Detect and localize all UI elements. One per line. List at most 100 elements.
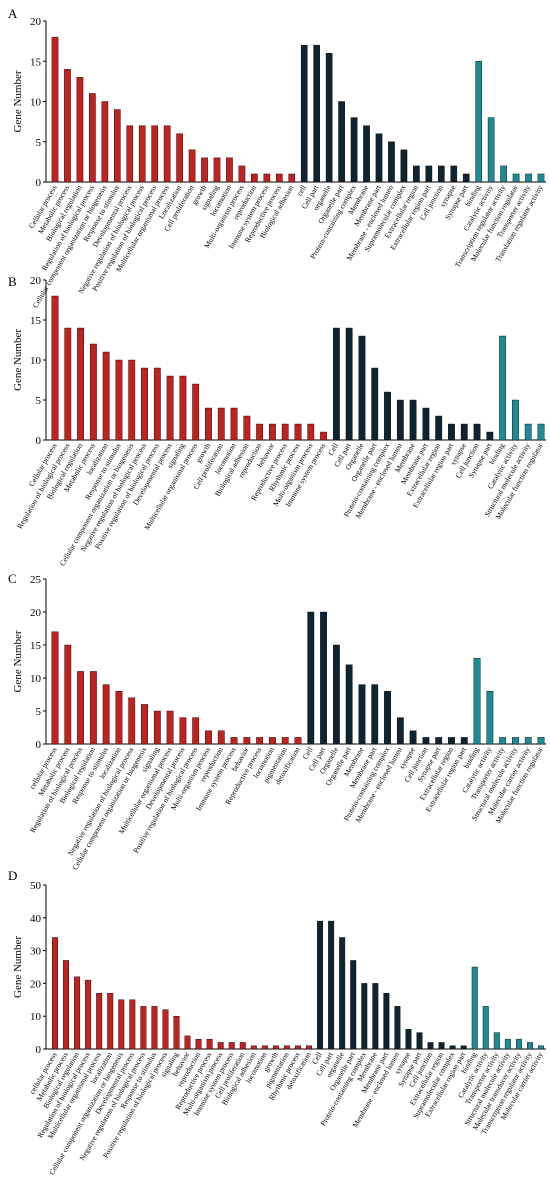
bar bbox=[228, 1042, 235, 1050]
bar bbox=[89, 343, 97, 441]
panel-letter: B bbox=[8, 274, 17, 289]
bar bbox=[226, 157, 233, 183]
bar bbox=[361, 983, 368, 1050]
panel-letter: C bbox=[8, 571, 17, 586]
y-tick-label: 40 bbox=[30, 913, 42, 925]
bar bbox=[512, 173, 520, 183]
bar bbox=[251, 173, 258, 183]
bar bbox=[425, 165, 433, 183]
y-tick-label: 0 bbox=[36, 1044, 42, 1056]
bar bbox=[101, 101, 109, 183]
bar bbox=[332, 327, 340, 441]
bar bbox=[375, 133, 383, 183]
bar bbox=[206, 1038, 213, 1050]
y-tick-label: 10 bbox=[30, 355, 42, 367]
y-tick-label: 20 bbox=[30, 978, 42, 990]
bar bbox=[261, 1045, 268, 1050]
bar bbox=[525, 173, 532, 183]
bar bbox=[475, 61, 483, 183]
bar bbox=[51, 631, 59, 745]
bar bbox=[512, 399, 519, 441]
bar bbox=[85, 979, 92, 1050]
bar bbox=[394, 1006, 401, 1050]
bar bbox=[300, 44, 308, 183]
panel-letter: D bbox=[8, 868, 17, 883]
bar bbox=[256, 423, 264, 441]
bar bbox=[328, 920, 335, 1050]
bar bbox=[113, 109, 121, 183]
y-axis-label: Gene Number bbox=[12, 630, 24, 692]
bar bbox=[96, 993, 103, 1050]
bar bbox=[493, 1032, 500, 1050]
panel-letter: A bbox=[8, 6, 18, 21]
bar bbox=[332, 644, 340, 745]
bar bbox=[256, 737, 264, 745]
y-tick-label: 15 bbox=[30, 315, 42, 327]
bar bbox=[230, 737, 238, 745]
bar bbox=[74, 976, 81, 1050]
bar bbox=[230, 407, 238, 441]
bar bbox=[76, 77, 84, 183]
bar bbox=[363, 125, 370, 183]
bar bbox=[320, 431, 327, 441]
y-tick-label: 15 bbox=[30, 56, 42, 68]
bar bbox=[449, 1045, 456, 1050]
bar bbox=[437, 165, 445, 183]
bar bbox=[151, 1006, 158, 1050]
bar bbox=[473, 423, 481, 441]
bar bbox=[166, 710, 174, 745]
bar bbox=[460, 737, 468, 745]
bar bbox=[269, 737, 276, 745]
bar bbox=[141, 367, 148, 441]
bar bbox=[283, 1045, 290, 1050]
y-axis-label: Gene Number bbox=[12, 936, 24, 998]
bar bbox=[396, 399, 404, 441]
y-tick-label: 0 bbox=[36, 435, 42, 447]
bar bbox=[371, 367, 379, 441]
bar bbox=[422, 407, 430, 441]
bar bbox=[275, 173, 283, 183]
bar bbox=[504, 1038, 511, 1050]
bar bbox=[184, 1035, 191, 1050]
bar bbox=[238, 165, 246, 183]
bar bbox=[239, 1042, 246, 1050]
y-tick-label: 5 bbox=[36, 137, 42, 149]
bar bbox=[537, 423, 545, 441]
bar bbox=[77, 671, 84, 745]
bar bbox=[51, 36, 59, 183]
bar bbox=[325, 53, 333, 183]
y-tick-label: 10 bbox=[30, 97, 42, 109]
bar bbox=[243, 737, 251, 745]
bar bbox=[179, 375, 187, 441]
bar bbox=[350, 117, 358, 183]
bar bbox=[192, 383, 200, 441]
bar bbox=[413, 165, 420, 183]
bar bbox=[320, 611, 327, 745]
bar bbox=[89, 671, 97, 745]
bar bbox=[153, 367, 161, 441]
bar bbox=[448, 423, 455, 441]
bar bbox=[487, 117, 495, 183]
bar bbox=[427, 1042, 434, 1050]
bar bbox=[166, 375, 174, 441]
bar bbox=[162, 1009, 169, 1050]
y-tick-label: 25 bbox=[30, 574, 42, 586]
bar bbox=[416, 1032, 423, 1050]
bar bbox=[500, 165, 507, 183]
bar bbox=[288, 173, 296, 183]
bar bbox=[422, 737, 430, 745]
bar bbox=[89, 93, 96, 183]
bar bbox=[52, 937, 58, 1050]
bar bbox=[141, 704, 148, 745]
y-tick-label: 30 bbox=[30, 946, 42, 958]
bar bbox=[388, 141, 395, 183]
bar bbox=[372, 983, 379, 1050]
bar bbox=[213, 157, 221, 183]
bar bbox=[435, 737, 443, 745]
bar bbox=[201, 157, 208, 183]
bar bbox=[151, 125, 159, 183]
y-tick-label: 20 bbox=[30, 607, 42, 619]
bar bbox=[140, 1006, 147, 1050]
